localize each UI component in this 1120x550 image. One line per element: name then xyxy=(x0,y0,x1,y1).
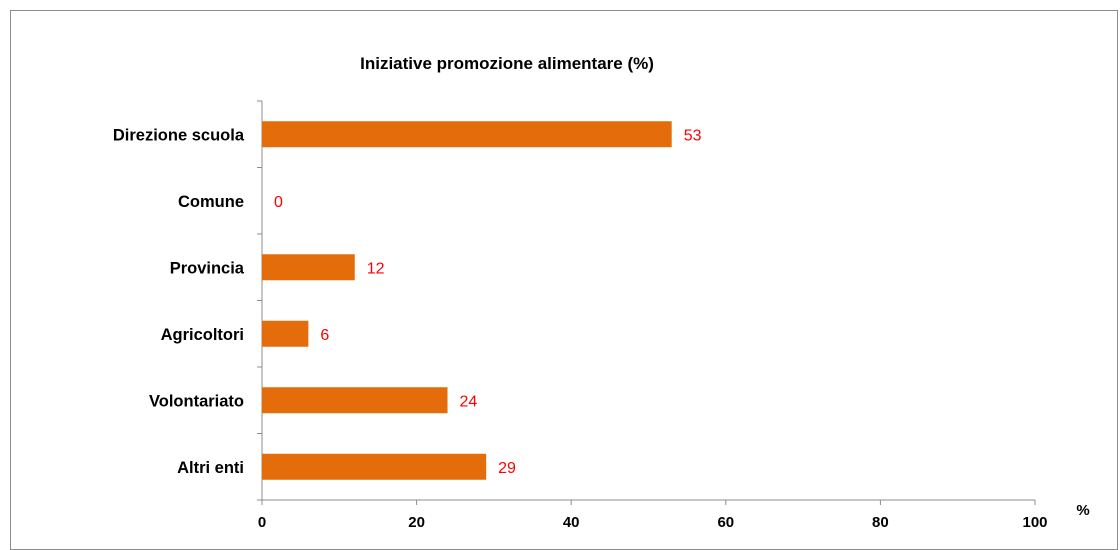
category-label: Comune xyxy=(178,193,244,211)
data-label: 12 xyxy=(367,260,385,277)
data-label: 6 xyxy=(320,327,329,344)
x-tick-label: 0 xyxy=(258,514,266,531)
x-tick-label: 20 xyxy=(408,514,425,531)
bar xyxy=(262,320,309,347)
bar xyxy=(262,121,672,148)
chart-title: Iniziative promozione alimentare (%) xyxy=(360,54,654,73)
category-label: Provincia xyxy=(170,259,245,277)
x-axis-label: % xyxy=(1076,502,1089,519)
category-label: Volontariato xyxy=(149,392,244,410)
category-label: Direzione scuola xyxy=(113,126,245,144)
category-labels: Direzione scuola Comune Provincia Agricolto… xyxy=(113,126,245,477)
bar xyxy=(262,254,355,281)
category-label: Agricoltori xyxy=(161,326,244,344)
category-label: Altri enti xyxy=(177,459,244,477)
data-label: 24 xyxy=(460,393,478,410)
data-label: 53 xyxy=(684,127,702,144)
bars xyxy=(262,121,672,480)
chart-frame xyxy=(10,10,1118,550)
bar xyxy=(262,387,448,414)
bar xyxy=(262,453,487,480)
x-tick-label: 40 xyxy=(563,514,580,531)
axes xyxy=(257,100,1036,505)
data-label: 0 xyxy=(274,194,283,211)
x-tick-label: 60 xyxy=(717,514,734,531)
data-label: 29 xyxy=(498,460,516,477)
x-tick-label: 100 xyxy=(1022,514,1047,531)
x-tick-label: 80 xyxy=(872,514,889,531)
value-labels: 53 0 12 6 24 29 xyxy=(274,127,702,477)
x-tick-labels: 0 20 40 60 80 100 xyxy=(258,514,1048,531)
